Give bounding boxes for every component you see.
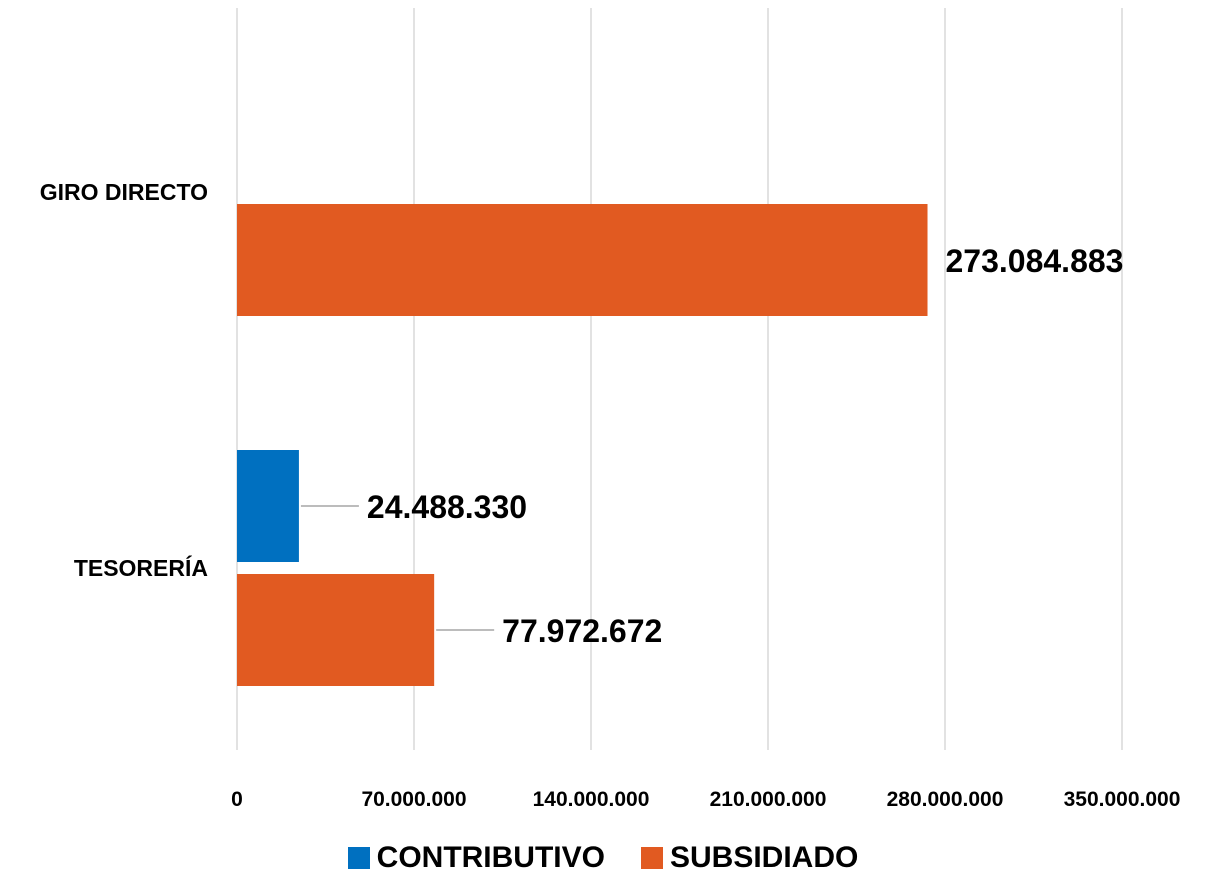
data-label-contributivo-1: 24.488.330 <box>367 489 527 525</box>
legend-swatch-contributivo <box>347 847 370 869</box>
x-tick-label-3: 210.000.000 <box>710 788 827 811</box>
legend-label-contributivo: CONTRIBUTIVO <box>376 841 605 874</box>
x-tick-label-4: 280.000.000 <box>887 788 1004 811</box>
legend-swatch-subsidiado <box>640 847 663 869</box>
data-label-subsidiado-0: 273.084.883 <box>946 243 1124 279</box>
bar-subsidiado-0 <box>237 204 928 316</box>
x-tick-label-5: 350.000.000 <box>1064 788 1181 811</box>
bar-chart: 0 70.000.000 140.000.000 210.000.000 280.000… <box>40 8 1181 811</box>
x-tick-label-2: 140.000.000 <box>533 788 650 811</box>
legend: CONTRIBUTIVO SUBSIDIADO <box>0 838 1206 878</box>
category-label-0: GIRO DIRECTO <box>40 179 208 205</box>
legend-item-subsidiado: SUBSIDIADO <box>640 841 859 875</box>
bar-subsidiado-1 <box>237 574 435 686</box>
category-label-1: TESORERÍA <box>74 554 208 581</box>
x-tick-label-1: 70.000.000 <box>361 788 466 811</box>
data-label-subsidiado-1: 77.972.672 <box>502 613 662 649</box>
x-tick-label-0: 0 <box>231 788 243 811</box>
legend-label-subsidiado: SUBSIDIADO <box>669 841 859 874</box>
bar-contributivo-1 <box>237 450 299 562</box>
legend-item-contributivo: CONTRIBUTIVO <box>347 841 605 875</box>
